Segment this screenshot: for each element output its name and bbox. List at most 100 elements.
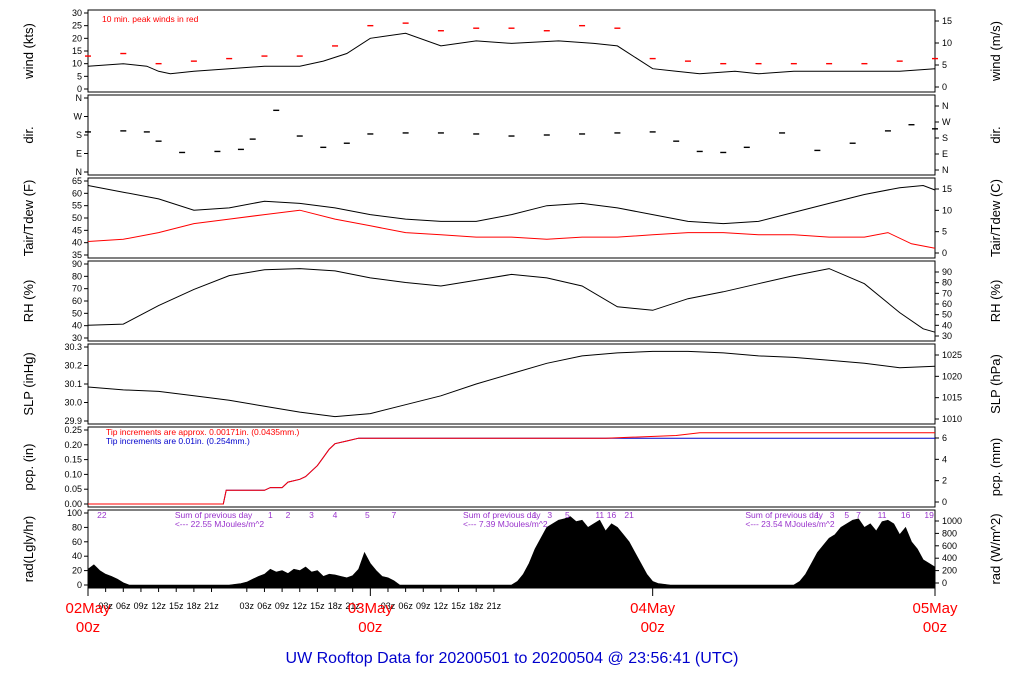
x-major-day-label: 02May (65, 600, 111, 617)
x-tick-label: 03z (98, 601, 113, 611)
rad-hour-marker: 19 (924, 510, 934, 520)
x-tick-label: 18z (187, 601, 202, 611)
right-tick-label: 0 (942, 578, 947, 588)
right-tick-label: 5 (942, 227, 947, 237)
right-tick-label: 2 (942, 476, 947, 486)
left-tick-label: 100 (67, 508, 82, 518)
panel-frame-temp (87, 177, 936, 259)
wind-annotation: 10 min. peak winds in red (102, 14, 199, 24)
left-tick-label: 0.05 (64, 484, 82, 494)
x-major-day-label: 04May (630, 600, 676, 617)
y-axis-label-left-pcp: pcp. (in) (21, 444, 36, 491)
rad-hour-marker: 11 (595, 510, 604, 520)
left-tick-label: E (76, 149, 82, 159)
right-tick-label: 800 (942, 528, 957, 538)
pcp-annotation-blue: Tip increments are 0.01in. (0.254mm.) (106, 436, 250, 446)
x-tick-label: 06z (257, 601, 272, 611)
right-tick-label: N (942, 165, 949, 175)
left-tick-label: 0.20 (64, 440, 82, 450)
right-tick-label: W (942, 117, 951, 127)
right-tick-label: 5 (942, 60, 947, 70)
right-tick-label: 15 (942, 184, 952, 194)
x-tick-label: 12z (292, 601, 307, 611)
right-tick-label: S (942, 133, 948, 143)
chart-footer-title: UW Rooftop Data for 20200501 to 20200504… (285, 650, 739, 667)
left-tick-label: 10 (72, 59, 82, 69)
right-tick-label: 0 (942, 82, 947, 92)
left-tick-label: 30 (72, 333, 82, 343)
right-tick-label: 1000 (942, 516, 962, 526)
y-axis-label-right-slp: SLP (hPa) (988, 354, 1003, 414)
rad-hour-marker: 1 (815, 510, 820, 520)
right-tick-label: 1010 (942, 414, 962, 424)
series-line-pcp-0 (88, 437, 935, 505)
rad-annotation: <--- 22.55 MJoules/m^2 (175, 519, 265, 529)
right-tick-label: 1020 (942, 371, 962, 381)
left-tick-label: 0 (77, 84, 82, 94)
rad-hour-marker: 5 (365, 510, 370, 520)
x-tick-label: 03z (240, 601, 255, 611)
y-axis-label-left-dir: dir. (21, 126, 36, 143)
x-tick-label: 12z (151, 601, 166, 611)
y-axis-label-right-pcp: pcp. (mm) (988, 438, 1003, 497)
left-tick-label: 20 (72, 566, 82, 576)
y-axis-label-right-temp: Tair/Tdew (C) (988, 179, 1003, 257)
panel-frame-slp (87, 343, 936, 425)
right-tick-label: E (942, 149, 948, 159)
x-major-day-label: 03May (348, 600, 394, 617)
left-tick-label: 70 (72, 284, 82, 294)
rad-hour-marker: 16 (901, 510, 911, 520)
series-line-temp-0 (87, 184, 936, 225)
right-tick-label: N (942, 101, 949, 111)
left-tick-label: 29.9 (64, 416, 82, 426)
panel-frame-dir (87, 94, 936, 176)
left-tick-label: 60 (72, 188, 82, 198)
y-axis-label-left-rad: rad(Lgly/hr) (21, 516, 36, 582)
left-tick-label: 60 (72, 296, 82, 306)
left-tick-label: N (76, 93, 83, 103)
right-tick-label: 40 (942, 320, 952, 330)
right-tick-label: 80 (942, 278, 952, 288)
left-tick-label: 0.00 (64, 499, 82, 509)
rad-hour-marker: 3 (309, 510, 314, 520)
x-tick-label: 09z (275, 601, 290, 611)
rad-hour-marker: 1 (268, 510, 273, 520)
left-tick-label: 0 (77, 580, 82, 590)
x-tick-label: 15z (310, 601, 325, 611)
x-tick-label: 03z (381, 601, 396, 611)
series-line-slp-0 (87, 350, 936, 418)
right-tick-label: 600 (942, 541, 957, 551)
left-tick-label: 30.0 (64, 398, 82, 408)
right-tick-label: 1015 (942, 393, 962, 403)
rad-hour-marker: 11 (878, 510, 887, 520)
y-axis-label-left-slp: SLP (inHg) (21, 352, 36, 415)
left-tick-label: 80 (72, 522, 82, 532)
x-tick-label: 15z (451, 601, 466, 611)
left-tick-label: 80 (72, 271, 82, 281)
rad-hour-marker: 4 (333, 510, 338, 520)
y-axis-label-left-temp: Tair/Tdew (F) (21, 180, 36, 257)
rad-annotation: Sum of previous day (175, 510, 253, 520)
series-area-rad (87, 516, 936, 589)
left-tick-label: 0.15 (64, 455, 82, 465)
rad-hour-marker: 7 (391, 510, 396, 520)
rad-hour-marker: 3 (830, 510, 835, 520)
rad-hour-marker: 5 (844, 510, 849, 520)
right-tick-label: 1025 (942, 350, 962, 360)
x-major-hour-label: 00z (641, 619, 665, 636)
right-tick-label: 30 (942, 331, 952, 341)
right-tick-label: 200 (942, 566, 957, 576)
y-axis-label-right-rh: RH (%) (988, 280, 1003, 323)
left-tick-label: 40 (72, 238, 82, 248)
right-tick-label: 10 (942, 38, 952, 48)
rad-annotation: <--- 7.39 MJoules/m^2 (463, 519, 548, 529)
rad-hour-marker: 2 (286, 510, 291, 520)
right-tick-label: 400 (942, 553, 957, 563)
right-tick-label: 50 (942, 310, 952, 320)
rad-hour-marker: 21 (624, 510, 634, 520)
right-tick-label: 10 (942, 205, 952, 215)
x-tick-label: 06z (398, 601, 413, 611)
rad-hour-marker: 3 (547, 510, 552, 520)
right-tick-label: 15 (942, 16, 952, 26)
